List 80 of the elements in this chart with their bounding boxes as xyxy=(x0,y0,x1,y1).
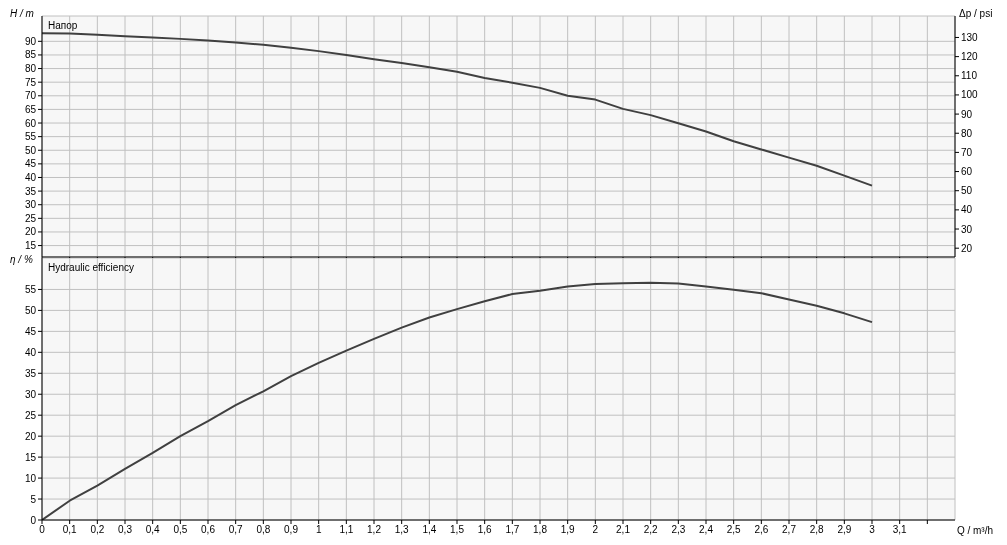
x-tick-label: 0,6 xyxy=(201,524,216,536)
y-tick-label: 90 xyxy=(24,35,37,47)
y-tick-label: 20 xyxy=(24,430,37,442)
y-tick-label: 50 xyxy=(24,144,37,156)
x-tick-label: 1,4 xyxy=(422,524,437,536)
y2-tick-label: 110 xyxy=(961,70,978,82)
y-tick-label: 75 xyxy=(24,76,37,88)
y-tick-label: 0 xyxy=(30,514,37,526)
y2-tick-label: 40 xyxy=(961,204,973,216)
y2-tick-label: 80 xyxy=(961,127,973,139)
y2-tick-label: 30 xyxy=(961,223,973,235)
y-tick-label: 30 xyxy=(24,388,37,400)
x-tick-label: 3,1 xyxy=(892,524,908,536)
x-tick-label: 1,9 xyxy=(560,524,576,536)
x-tick-label: 1,5 xyxy=(450,524,465,536)
x-tick-label: 0,4 xyxy=(145,524,161,536)
x-axis-title: Q / m³/h xyxy=(956,525,993,536)
x-tick-label: 2 xyxy=(592,524,599,536)
x-tick-label: 0,9 xyxy=(284,524,299,536)
x-tick-label: 1,8 xyxy=(533,524,548,536)
y-axis-title: η / % xyxy=(10,254,33,265)
y-tick-label: 10 xyxy=(24,472,37,484)
x-tick-label: 0,8 xyxy=(256,524,271,536)
line-series xyxy=(42,32,873,187)
x-tick-label: 1,3 xyxy=(394,524,410,536)
x-tick-label: 1 xyxy=(315,524,322,536)
x-tick-label: 2,6 xyxy=(754,524,769,536)
y2-tick-label: 120 xyxy=(961,51,979,63)
y-tick-label: 45 xyxy=(24,325,37,337)
x-tick-label: 2,9 xyxy=(837,524,852,536)
y-tick-label: 25 xyxy=(24,409,37,421)
line-series xyxy=(42,281,873,520)
x-tick-label: 1,1 xyxy=(339,524,354,536)
y-tick-label: 15 xyxy=(24,451,37,463)
x-tick-label: 1,7 xyxy=(505,524,520,536)
y-tick-label: 55 xyxy=(24,283,37,295)
x-tick-label: 0,5 xyxy=(173,524,188,536)
x-tick-label: 3 xyxy=(869,524,876,536)
x-tick-label: 2,2 xyxy=(643,524,659,536)
y-tick-label: 65 xyxy=(24,103,37,115)
x-tick-label: 1,6 xyxy=(477,524,493,536)
y2-tick-label: 50 xyxy=(961,185,973,197)
y-tick-label: 80 xyxy=(24,63,37,75)
y-tick-label: 40 xyxy=(24,172,37,184)
y-tick-label: 85 xyxy=(24,49,37,61)
x-tick-label: 0,7 xyxy=(228,524,244,536)
y2-tick-label: 20 xyxy=(961,242,973,254)
x-tick-label: 1,2 xyxy=(367,524,382,536)
chart-title: Напор xyxy=(48,20,78,31)
x-tick-label: 2,3 xyxy=(671,524,686,536)
x-tick-label: 2,7 xyxy=(782,524,797,536)
y-tick-label: 20 xyxy=(24,226,37,238)
x-tick-label: 2,1 xyxy=(616,524,631,536)
y-tick-label: 60 xyxy=(24,117,37,129)
x-tick-label: 2,4 xyxy=(699,524,714,536)
x-tick-label: 0 xyxy=(39,524,46,536)
y2-tick-label: 100 xyxy=(961,89,979,101)
y-axis-title: H / m xyxy=(10,8,34,19)
y2-tick-label: 60 xyxy=(961,166,973,178)
x-tick-label: 0,1 xyxy=(62,524,78,536)
y-tick-label: 30 xyxy=(24,199,37,211)
y-tick-label: 70 xyxy=(24,90,37,102)
x-tick-label: 2,8 xyxy=(809,524,825,536)
y-tick-label: 40 xyxy=(24,346,37,358)
x-tick-label: 0,2 xyxy=(90,524,105,536)
y2-tick-label: 90 xyxy=(961,108,973,120)
y2-axis-title: Δp / psi xyxy=(959,8,993,19)
y-tick-label: 35 xyxy=(24,367,37,379)
y2-tick-label: 70 xyxy=(961,146,973,158)
x-tick-label: 0,3 xyxy=(118,524,133,536)
y-tick-label: 25 xyxy=(24,212,37,224)
y-tick-label: 5 xyxy=(30,493,37,505)
y2-tick-label: 130 xyxy=(961,32,979,44)
chart-title: Hydraulic efficiency xyxy=(48,262,134,273)
y-tick-label: 50 xyxy=(24,304,37,316)
y-tick-label: 55 xyxy=(24,131,37,143)
x-tick-label: 2,5 xyxy=(726,524,742,536)
y-tick-label: 45 xyxy=(24,158,37,170)
y-tick-label: 35 xyxy=(24,185,37,197)
y-tick-label: 15 xyxy=(24,240,37,252)
